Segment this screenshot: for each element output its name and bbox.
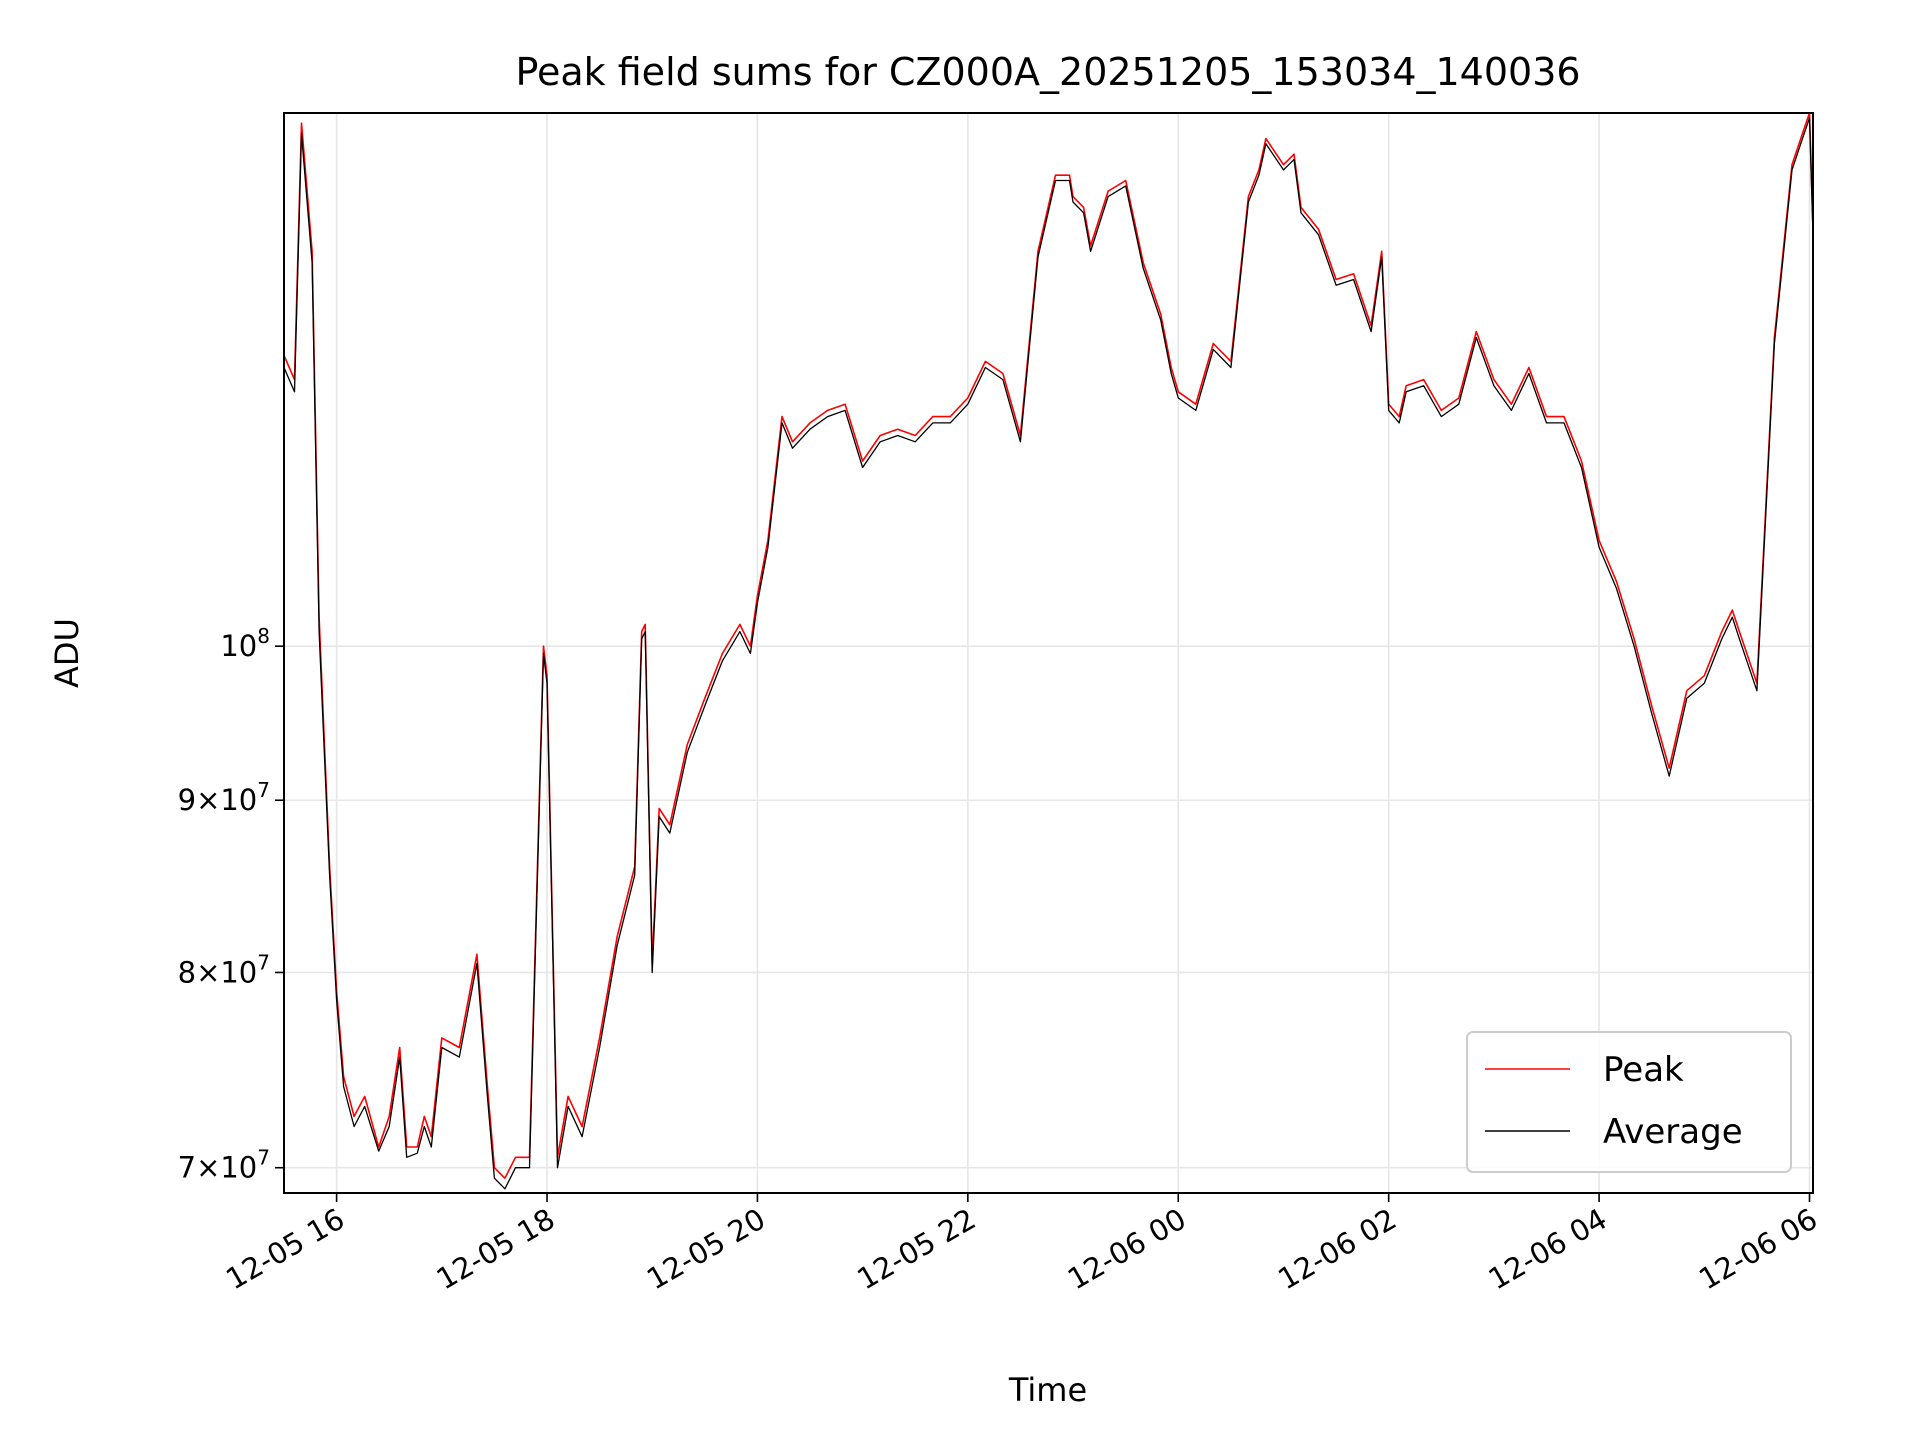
legend-label-average: Average (1603, 1112, 1743, 1152)
y-tick-exponent: 7 (257, 950, 270, 974)
y-tick-exponent: 7 (257, 778, 270, 802)
y-tick-label: 8×107 (178, 950, 270, 989)
legend-label-peak: Peak (1603, 1050, 1684, 1090)
y-tick-label: 108 (220, 624, 270, 663)
y-tick-label: 9×107 (178, 778, 270, 817)
y-tick-mantissa: 7 (178, 1151, 196, 1185)
y-tick-label: 7×107 (178, 1146, 270, 1185)
y-tick-mantissa: 8 (178, 955, 196, 989)
x-axis-label: Time (1008, 1371, 1087, 1409)
legend-box (1466, 1031, 1792, 1173)
plot-frame (283, 112, 1814, 1194)
y-tick-exponent: 7 (257, 1146, 270, 1170)
y-axis-label: ADU (48, 618, 86, 688)
series-layer (283, 112, 1814, 1190)
grid-layer (284, 113, 1813, 1193)
y-axis: 7×107 8×107 9×107 108 (178, 624, 284, 1185)
series-line-peak (283, 112, 1814, 1179)
chart-title: Peak field sums for CZ000A_20251205_1530… (515, 50, 1580, 94)
legend: Peak Average (1466, 1031, 1792, 1173)
series-line-average (283, 117, 1814, 1190)
y-tick-exponent: 8 (257, 624, 270, 648)
y-tick-mantissa: 9 (178, 783, 196, 817)
